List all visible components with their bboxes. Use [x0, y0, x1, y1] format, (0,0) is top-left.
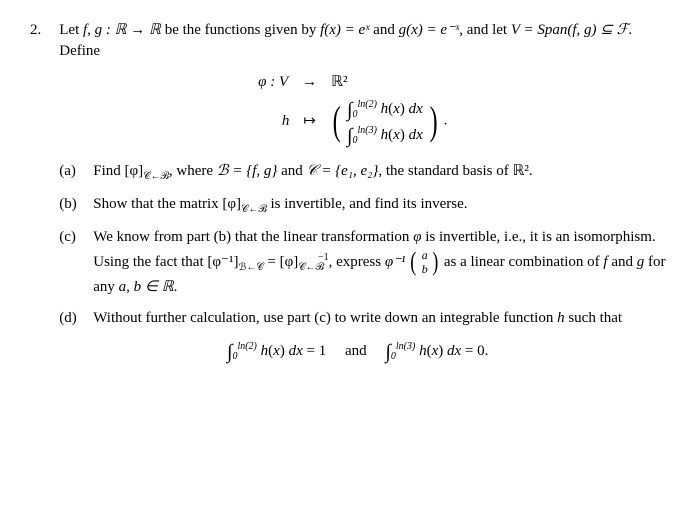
text: is invertible, and find its inverse. [267, 196, 468, 212]
problem-content: Let f, g : ℝ → ℝ be the functions given … [59, 20, 670, 388]
map-definition: φ : V → ℝ² h ↦ ( ∫0ln(2) h(x) dx ∫0ln(3)… [59, 72, 670, 147]
map-mapsto: ↦ [303, 111, 316, 132]
intro-text: and [369, 22, 398, 38]
part-body: Show that the matrix [φ]𝒞←ℬ is invertibl… [93, 194, 467, 217]
part-label: (b) [59, 194, 83, 217]
intro-gx: g(x) = e⁻ˣ [399, 22, 460, 38]
h: h [557, 310, 565, 326]
part-body: Without further calculation, use part (c… [93, 308, 622, 378]
subscript: 𝒞←ℬ [143, 171, 169, 182]
map-input: h [239, 111, 289, 132]
period: . [444, 112, 448, 128]
text: . [174, 279, 178, 295]
integral-conditions: ∫0ln(2) h(x) dx = 1 and ∫0ln(3) h(x) dx … [93, 335, 622, 364]
map-line-2: h ↦ ( ∫0ln(2) h(x) dx ∫0ln(3) h(x) dx ) … [59, 95, 670, 147]
subscript: 𝒞←ℬ [298, 262, 324, 273]
and-text: and [345, 343, 367, 359]
text: , where [169, 163, 217, 179]
part-label: (d) [59, 308, 83, 378]
intro-fg: f, g : ℝ → ℝ [83, 22, 161, 38]
intro-text: , and let [459, 22, 511, 38]
part-label: (c) [59, 227, 83, 298]
intro-text: be the functions given by [161, 22, 320, 38]
text: Find [φ] [93, 163, 143, 179]
text: We know from part (b) that the linear tr… [93, 229, 413, 245]
vector-column: ∫0ln(2) h(x) dx ∫0ln(3) h(x) dx [347, 95, 423, 147]
set-B: ℬ = {f, g} [217, 163, 278, 179]
text: , express [329, 254, 385, 270]
problem-2: 2. Let f, g : ℝ → ℝ be the functions giv… [30, 20, 670, 388]
part-label: (a) [59, 161, 83, 184]
ab-in-R: a, b ∈ ℝ [119, 279, 174, 295]
problem-number: 2. [30, 20, 41, 388]
part-d: (d) Without further calculation, use par… [59, 308, 670, 378]
intro-V: V = Span(f, g) ⊆ ℱ [511, 22, 629, 38]
text: and [277, 163, 306, 179]
text: and [608, 254, 637, 270]
vec-a: a [422, 248, 428, 262]
paren-left-icon: ( [411, 252, 417, 272]
part-b: (b) Show that the matrix [φ]𝒞←ℬ is inver… [59, 194, 670, 217]
small-vector: ( a b ) [409, 248, 440, 277]
paren-left-icon: ( [333, 101, 341, 141]
phi: φ [413, 229, 421, 245]
eq: = [264, 254, 280, 270]
paren-right-icon: ) [433, 252, 439, 272]
vector-column: a b [422, 248, 428, 277]
set-C: 𝒞 = {e₁, e₂} [307, 163, 379, 179]
intro-text: Let [59, 22, 83, 38]
rhs-bracket: [φ] [280, 254, 299, 270]
subscript: ℬ←𝒞 [238, 262, 263, 273]
text: Show that the matrix [φ] [93, 196, 241, 212]
map-line-1: φ : V → ℝ² [59, 72, 670, 93]
map-output-vector: ( ∫0ln(2) h(x) dx ∫0ln(3) h(x) dx ) . [330, 95, 490, 147]
text: , the standard basis of [378, 163, 512, 179]
vec-b: b [422, 262, 428, 276]
part-c: (c) We know from part (b) that the linea… [59, 227, 670, 298]
superscript: −1 [318, 252, 329, 263]
map-codomain: ℝ² [331, 72, 491, 93]
map-domain: φ : V [238, 72, 288, 93]
text: Without further calculation, use part (c… [93, 310, 557, 326]
text: . [529, 163, 533, 179]
text: as a linear combination of [444, 254, 604, 270]
integral-2: ∫0ln(3) h(x) dx = 0. [385, 343, 488, 359]
intro-fx: f(x) = eˣ [320, 22, 369, 38]
map-arrow: → [302, 72, 317, 93]
subscript: 𝒞←ℬ [241, 204, 267, 215]
lhs-bracket: [φ⁻¹] [207, 254, 238, 270]
intro-line: Let f, g : ℝ → ℝ be the functions given … [59, 20, 670, 62]
part-body: Find [φ]𝒞←ℬ, where ℬ = {f, g} and 𝒞 = {e… [93, 161, 532, 184]
parts-list: (a) Find [φ]𝒞←ℬ, where ℬ = {f, g} and 𝒞 … [59, 161, 670, 378]
R2: ℝ² [513, 163, 529, 179]
paren-right-icon: ) [429, 101, 437, 141]
text: such that [565, 310, 623, 326]
part-a: (a) Find [φ]𝒞←ℬ, where ℬ = {f, g} and 𝒞 … [59, 161, 670, 184]
integral-1: ∫0ln(2) h(x) dx = 1 [227, 343, 326, 359]
phi-inv: φ⁻¹ [385, 254, 406, 270]
part-body: We know from part (b) that the linear tr… [93, 227, 670, 298]
